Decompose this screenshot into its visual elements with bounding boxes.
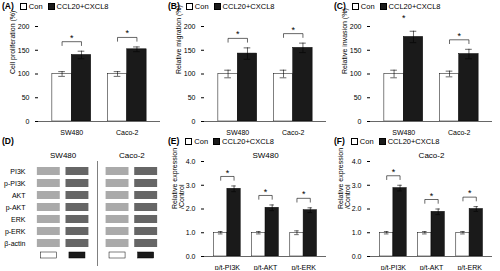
- svg-text:Caco-2: Caco-2: [116, 129, 139, 135]
- svg-text:p/t-ERK: p/t-ERK: [291, 264, 316, 270]
- html-text:(B): (B): [168, 1, 180, 11]
- svg-text:PI3K: PI3K: [10, 168, 26, 175]
- svg-text:Cell proliferation (%): Cell proliferation (%): [9, 11, 17, 74]
- html-text:Con: Con: [360, 1, 375, 11]
- svg-text:*: *: [392, 167, 396, 177]
- html-text:CCL20+CXCL8: CCL20+CXCL8: [388, 1, 441, 11]
- html-text:Con: Con: [194, 136, 209, 146]
- svg-text:*: *: [302, 189, 306, 199]
- svg-text:150: 150: [18, 46, 30, 53]
- svg-text:p-PI3K: p-PI3K: [4, 180, 26, 188]
- html-text:(E): (E): [168, 136, 180, 146]
- svg-text:*: *: [457, 31, 461, 41]
- svg-text:0.0: 0.0: [186, 253, 196, 260]
- svg-text:Relative expression/Control: Relative expression/Control: [337, 148, 351, 209]
- svg-text:*: *: [226, 168, 230, 178]
- svg-text:3.0: 3.0: [186, 181, 196, 188]
- svg-text:β-actin: β-actin: [4, 240, 25, 248]
- svg-text:p/t-PI3K: p/t-PI3K: [215, 264, 241, 270]
- svg-text:150: 150: [184, 46, 196, 53]
- svg-text:*: *: [70, 33, 74, 43]
- svg-text:Caco-2: Caco-2: [119, 151, 145, 160]
- html-text:(A): (A): [2, 1, 14, 11]
- html-text:(F): (F): [334, 136, 345, 146]
- html-text:(C): (C): [334, 1, 346, 11]
- svg-text:50: 50: [188, 94, 196, 101]
- svg-text:1.0: 1.0: [186, 229, 196, 236]
- svg-text:50: 50: [354, 94, 362, 101]
- svg-text:Caco-2: Caco-2: [448, 129, 471, 135]
- svg-text:0: 0: [192, 118, 196, 125]
- svg-text:*: *: [291, 25, 295, 35]
- svg-text:p-ERK: p-ERK: [5, 228, 26, 236]
- svg-text:3.0: 3.0: [352, 181, 362, 188]
- svg-text:200: 200: [184, 23, 196, 30]
- svg-text:SW480: SW480: [392, 129, 415, 135]
- svg-text:100: 100: [18, 70, 30, 77]
- svg-text:100: 100: [350, 70, 362, 77]
- svg-text:p/t-AKT: p/t-AKT: [254, 264, 278, 270]
- html-text:CCL20+CXCL8: CCL20+CXCL8: [222, 136, 274, 146]
- svg-text:*: *: [468, 188, 472, 198]
- svg-text:p/t-AKT: p/t-AKT: [420, 264, 444, 270]
- svg-text:SW480: SW480: [60, 129, 83, 135]
- svg-text:SW480: SW480: [226, 129, 249, 135]
- svg-text:1.0: 1.0: [352, 229, 362, 236]
- svg-text:p/t-PI3K: p/t-PI3K: [381, 264, 407, 270]
- svg-text:150: 150: [350, 46, 362, 53]
- html-text:CCL20+CXCL8: CCL20+CXCL8: [56, 1, 109, 11]
- html-text:CCL20+CXCL8: CCL20+CXCL8: [387, 136, 440, 146]
- svg-text:2.0: 2.0: [186, 205, 196, 212]
- svg-text:0: 0: [26, 118, 30, 125]
- svg-text:p/t-ERK: p/t-ERK: [457, 264, 482, 270]
- svg-text:*: *: [125, 28, 129, 38]
- svg-text:*: *: [430, 191, 434, 201]
- svg-text:100: 100: [184, 70, 196, 77]
- svg-text:SW480: SW480: [252, 151, 279, 160]
- svg-text:*: *: [236, 29, 240, 39]
- svg-text:2.0: 2.0: [352, 205, 362, 212]
- svg-text:Relative expression/Control: Relative expression/Control: [171, 148, 185, 209]
- svg-text:200: 200: [350, 23, 362, 30]
- svg-text:50: 50: [22, 94, 30, 101]
- svg-text:*: *: [264, 187, 268, 197]
- svg-text:AKT: AKT: [12, 192, 26, 199]
- html-text:Con: Con: [194, 1, 209, 11]
- html-text:(D): (D): [2, 136, 14, 146]
- svg-text:Caco-2: Caco-2: [419, 151, 445, 160]
- svg-text:Relative invasion (%): Relative invasion (%): [341, 8, 349, 74]
- html-text:CCL20+CXCL8: CCL20+CXCL8: [222, 1, 275, 11]
- svg-text:0: 0: [358, 118, 362, 125]
- html-text:Con: Con: [359, 136, 374, 146]
- svg-text:0.0: 0.0: [352, 253, 362, 260]
- svg-text:200: 200: [18, 23, 30, 30]
- svg-text:4.0: 4.0: [352, 158, 362, 165]
- svg-text:p-AKT: p-AKT: [6, 204, 27, 212]
- svg-text:ERK: ERK: [11, 216, 26, 223]
- html-text:Con: Con: [28, 1, 43, 11]
- svg-text:SW480: SW480: [50, 151, 77, 160]
- svg-text:*: *: [402, 13, 406, 23]
- svg-text:Caco-2: Caco-2: [282, 129, 305, 135]
- svg-text:Relative migration (%): Relative migration (%): [175, 5, 183, 74]
- svg-text:4.0: 4.0: [186, 158, 196, 165]
